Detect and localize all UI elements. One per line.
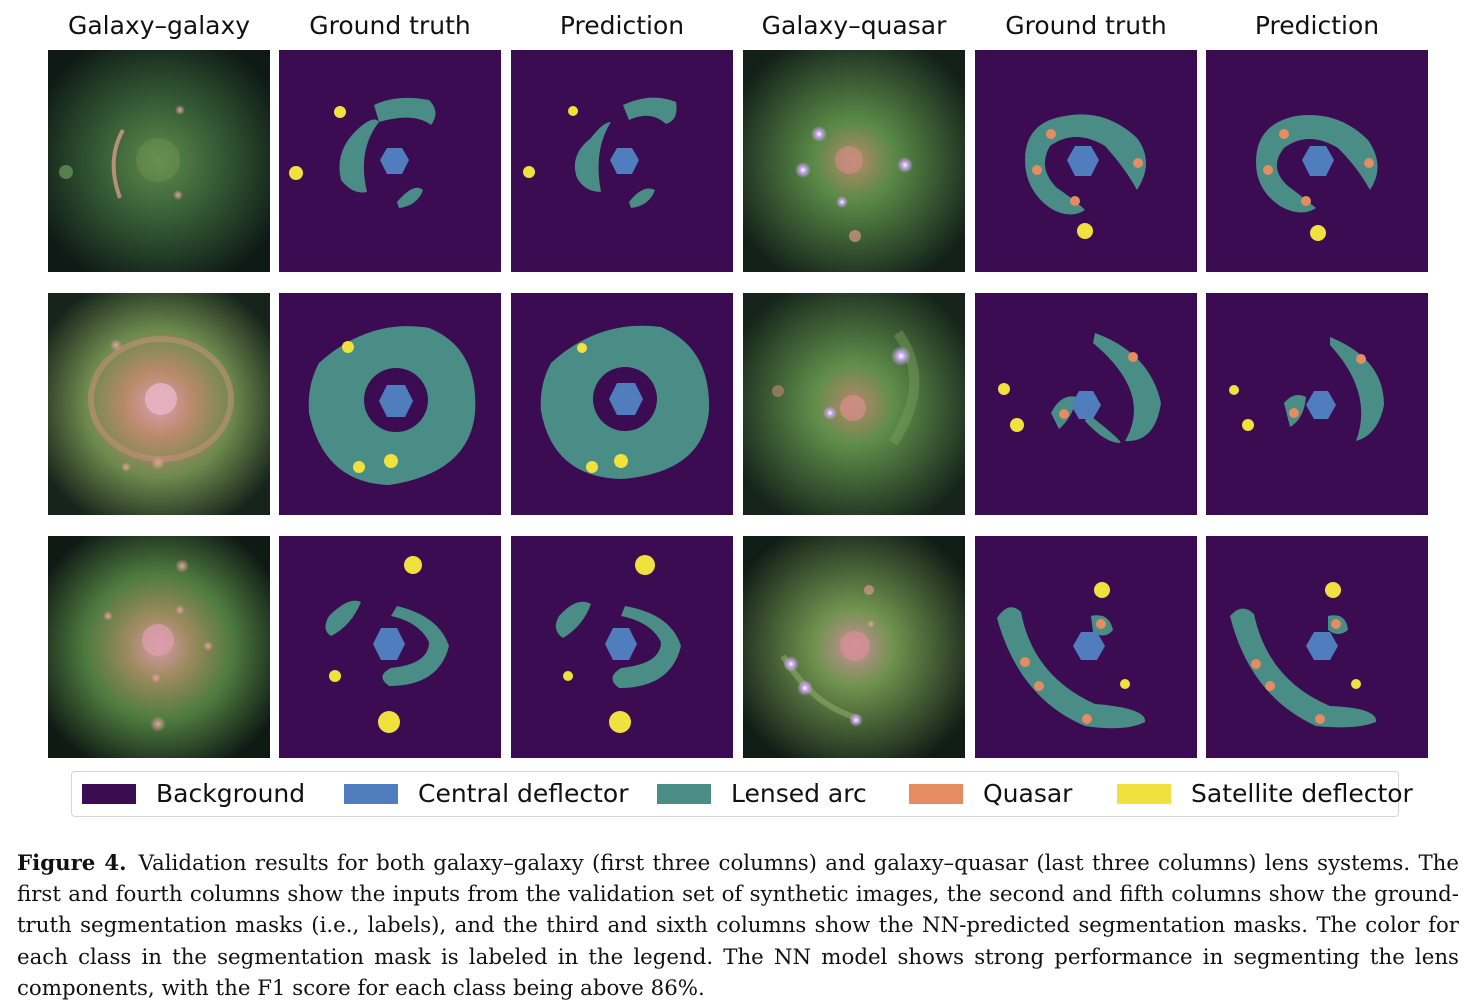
legend-swatch-background: [82, 784, 136, 804]
legend-label-quasar: Quasar: [983, 779, 1073, 808]
caption-text: Validation results for both galaxy–galax…: [17, 851, 1459, 1001]
legend-label-central-deflector: Central deflector: [418, 779, 629, 808]
caption-label: Figure 4.: [17, 851, 127, 876]
mask-prediction-galaxy-quasar-row2: [1206, 293, 1428, 515]
input-image-galaxy-quasar-row2: [743, 293, 965, 515]
input-image-galaxy-galaxy-row1: [48, 50, 270, 272]
legend-label-background: Background: [156, 779, 306, 808]
input-image-galaxy-quasar-row3: [743, 536, 965, 758]
input-image-galaxy-quasar-row1: [743, 50, 965, 272]
mask-prediction-galaxy-galaxy-row3: [511, 536, 733, 758]
legend-label-lensed-arc: Lensed arc: [731, 779, 867, 808]
mask-ground-truth-galaxy-quasar-row3: [975, 536, 1197, 758]
mask-prediction-galaxy-quasar-row1: [1206, 50, 1428, 272]
legend-swatch-central-deflector: [344, 784, 398, 804]
mask-prediction-galaxy-galaxy-row1: [511, 50, 733, 272]
column-title-prediction-2: Prediction: [1254, 11, 1380, 40]
input-image-galaxy-galaxy-row3: [48, 536, 270, 758]
mask-ground-truth-galaxy-galaxy-row2: [279, 293, 501, 515]
mask-ground-truth-galaxy-quasar-row2: [975, 293, 1197, 515]
mask-prediction-galaxy-quasar-row3: [1206, 536, 1428, 758]
figure-caption: Figure 4. Validation results for both gal…: [17, 848, 1459, 1004]
mask-ground-truth-galaxy-galaxy-row3: [279, 536, 501, 758]
legend-label-satellite-deflector: Satellite deflector: [1191, 779, 1413, 808]
column-title-ground-truth-1: Ground truth: [309, 11, 471, 40]
column-title-ground-truth-2: Ground truth: [1005, 11, 1167, 40]
column-title-prediction-1: Prediction: [559, 11, 685, 40]
input-image-galaxy-galaxy-row2: [48, 293, 270, 515]
column-title-galaxy-galaxy: Galaxy–galaxy: [67, 11, 251, 40]
legend-swatch-satellite-deflector: [1117, 784, 1171, 804]
legend-swatch-lensed-arc: [657, 784, 711, 804]
mask-prediction-galaxy-galaxy-row2: [511, 293, 733, 515]
mask-ground-truth-galaxy-galaxy-row1: [279, 50, 501, 272]
legend-swatch-quasar: [909, 784, 963, 804]
legend: Background Central deflector Lensed arc …: [71, 771, 1413, 817]
column-title-galaxy-quasar: Galaxy–quasar: [761, 11, 947, 40]
mask-ground-truth-galaxy-quasar-row1: [975, 50, 1197, 272]
